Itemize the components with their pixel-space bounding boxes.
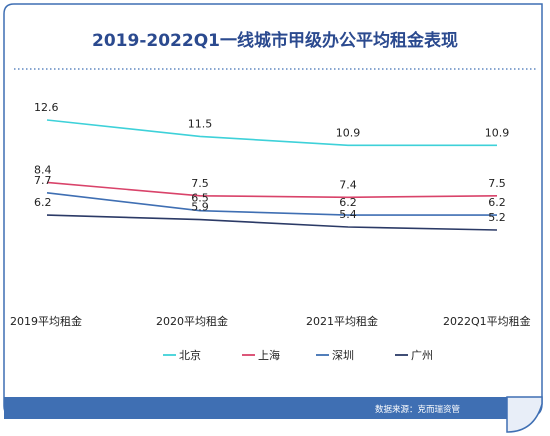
data-source: 数据来源：克而瑞资管 [374,405,460,415]
series-2-value-label: 7.7 [34,174,52,187]
series-0-value-label: 10.9 [336,126,361,139]
legend-label: 上海 [258,348,280,362]
plot-area: 12.6 11.5 10.9 10.9 8.4 7.5 7.4 7.5 7.7 6.5 6.2 6.2… [34,101,510,231]
series-3-line [46,214,498,231]
series-1-value-label: 7.5 [488,177,506,190]
series-1-value-label: 8.4 [34,163,52,176]
series-0-value-label: 11.5 [188,117,213,130]
legend-label: 北京 [179,348,201,362]
chart-title: 2019-2022Q1一线城市甲级办公平均租金表现 [92,31,458,51]
legend-item: 广州 [395,349,433,362]
series-2-value-label: 6.2 [488,196,506,209]
footer-bar [4,397,507,419]
series-2-value-label: 6.5 [191,192,209,205]
series-3-value-label: 5.2 [488,211,506,224]
category-label: 2022Q1平均租金 [443,314,531,328]
legend-item: 上海 [242,348,280,362]
category-label: 2019平均租金 [10,314,82,328]
series-0-line [46,119,497,147]
series-1-value-label: 7.4 [339,178,357,191]
series-2-value-label: 6.2 [339,196,357,209]
series-2-line [46,192,497,216]
series-0-value-label: 10.9 [485,126,510,139]
legend-label: 广州 [411,349,433,362]
page-curl [506,396,543,433]
category-axis: 2019平均租金 2020平均租金 2021平均租金 2022Q1平均租金 [10,314,531,328]
category-label: 2020平均租金 [156,314,228,328]
series-3-value-label: 5.4 [339,208,357,221]
series-1-line [46,181,498,199]
series-0-value-label: 12.6 [34,101,59,114]
legend-item: 深圳 [316,349,354,362]
legend-item: 北京 [163,348,201,362]
legend: 北京 上海 深圳 广州 [163,348,433,362]
series-1-value-label: 7.5 [191,177,209,190]
legend-label: 深圳 [332,349,354,362]
series-3-value-label: 5.9 [191,201,209,214]
series-3-value-label: 6.2 [34,196,52,209]
category-label: 2021平均租金 [306,314,378,328]
